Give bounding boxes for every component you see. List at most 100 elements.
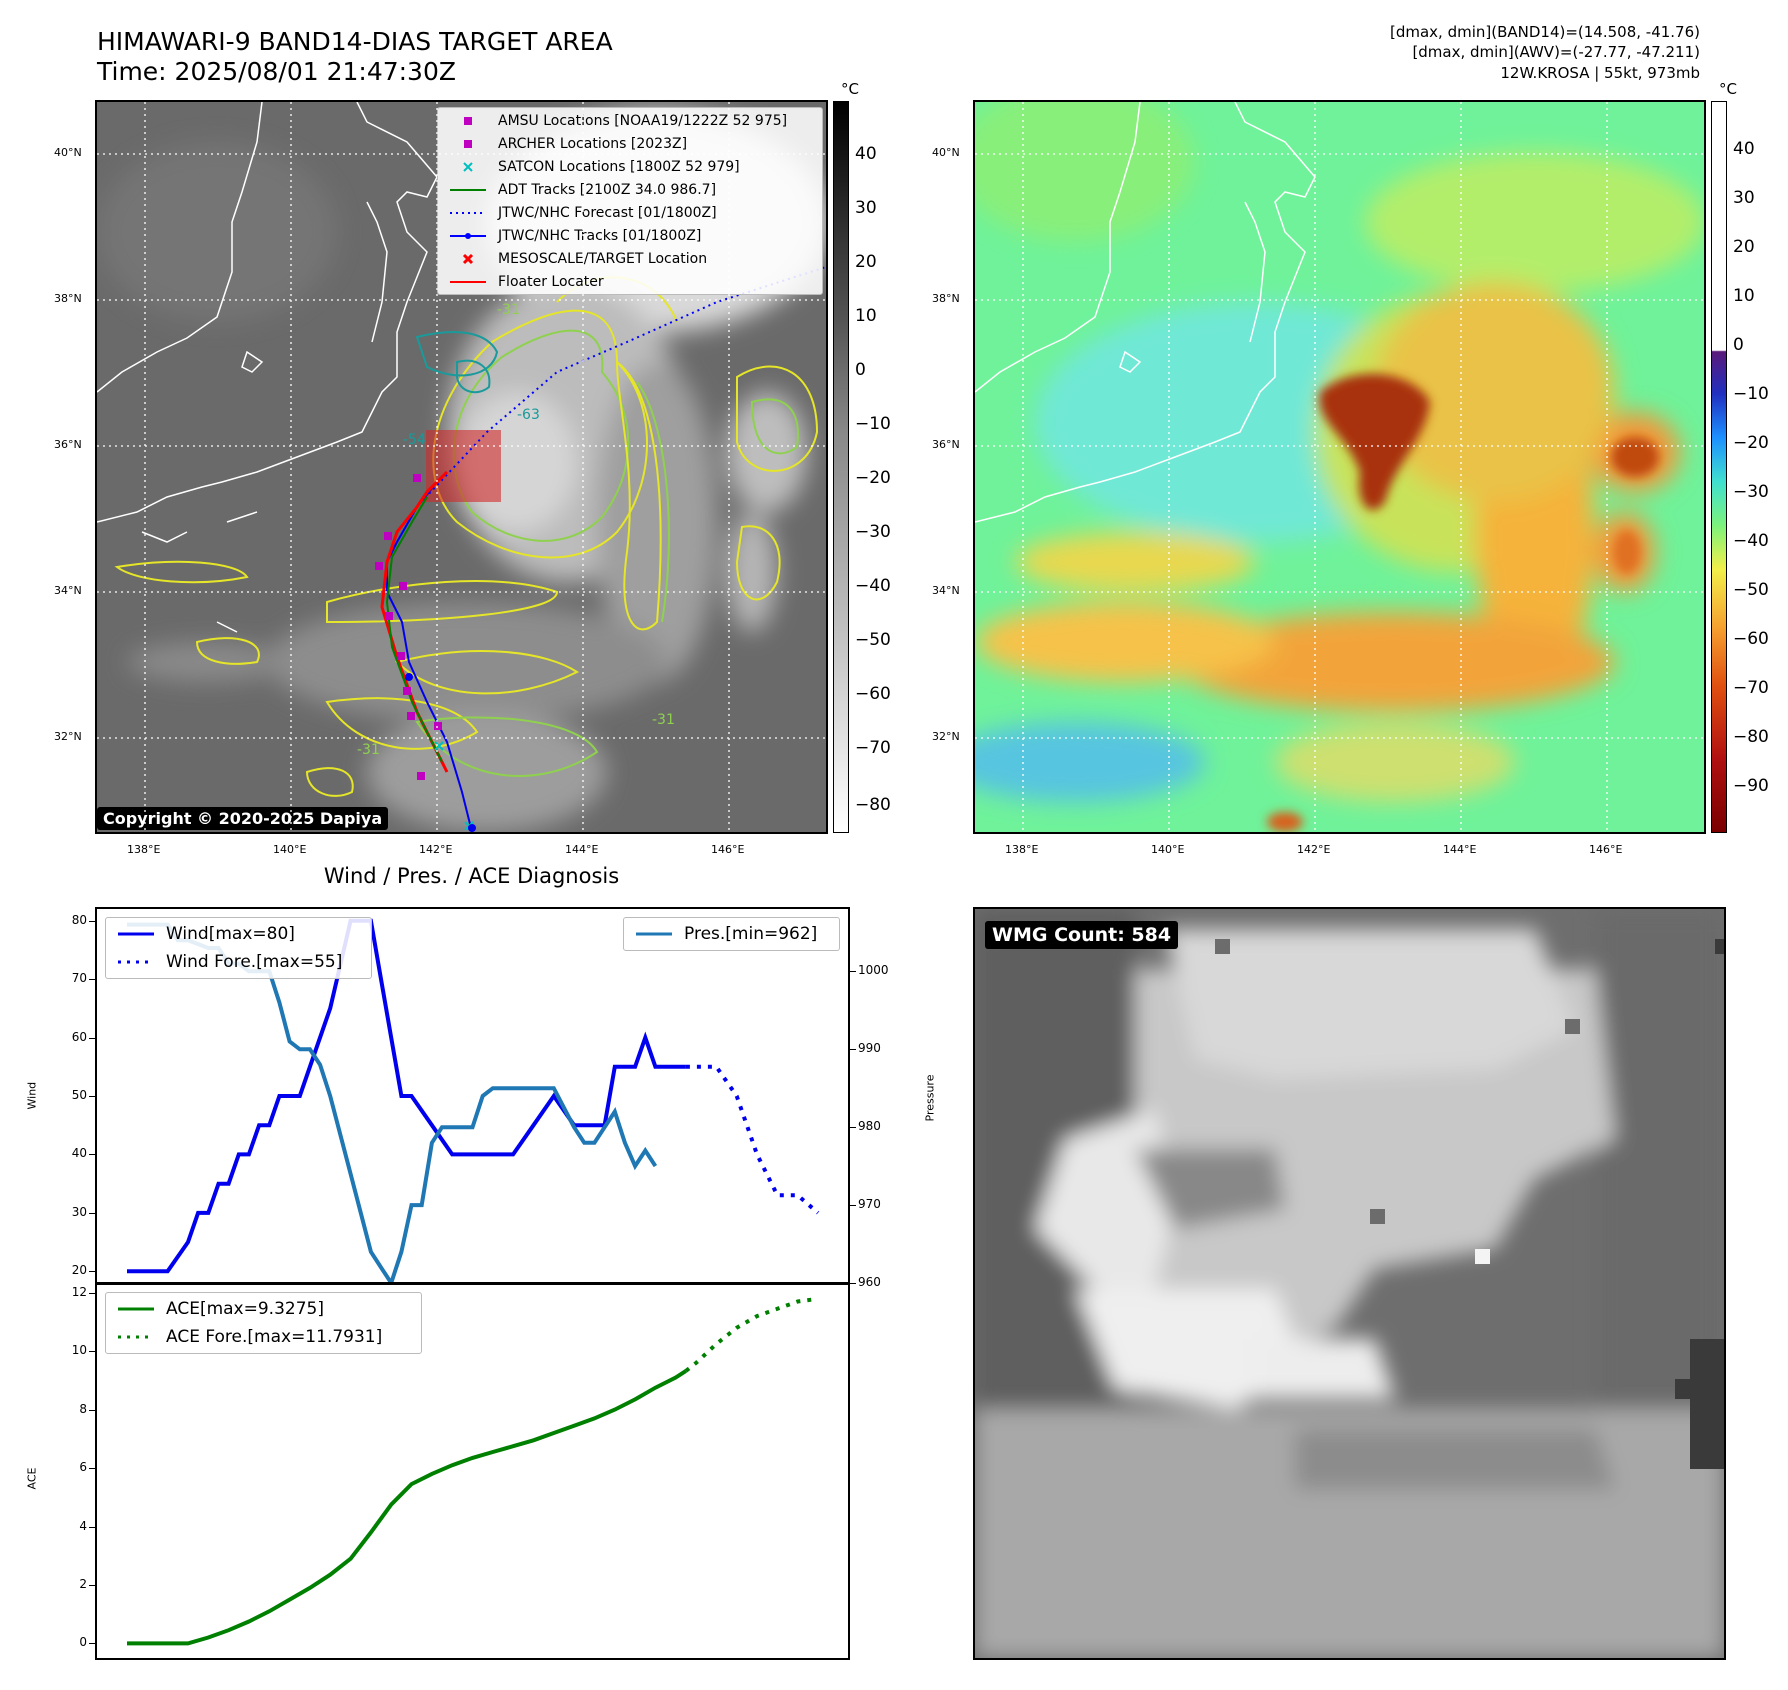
awv-colorbar-tick: 10 xyxy=(1733,286,1755,306)
jtwc-track xyxy=(386,481,473,832)
legend-floater: Floater Locater xyxy=(450,274,604,290)
ace-plot xyxy=(127,1296,819,1646)
ir-colorbar-tick: 40 xyxy=(855,144,877,164)
wmg-image xyxy=(975,909,1724,1658)
awv-map-image xyxy=(975,102,1704,832)
legend-ace: ACE[max=9.3275] xyxy=(118,1299,324,1319)
contour-label: -31 xyxy=(652,712,675,728)
ir-colorbar-tick: −10 xyxy=(855,414,891,434)
jtwc-track-dots xyxy=(405,673,476,832)
awv-lat-label: 34°N xyxy=(932,584,960,597)
awv-lon-label: 138°E xyxy=(1005,843,1039,856)
y-tick-label: 12 xyxy=(71,1284,87,1299)
ir-map-legend: AMSU Locations [NOAA19/1222Z 52 975] ARC… xyxy=(437,107,823,295)
series-line-0 xyxy=(127,918,686,1274)
contour-label: -54 xyxy=(403,432,426,448)
ir-lat-label: 38°N xyxy=(54,292,82,305)
awv-colorbar-tick: 30 xyxy=(1733,188,1755,208)
y-tick-mark xyxy=(89,1409,95,1411)
ir-map-gridlines xyxy=(97,102,826,832)
ir-colorbar-unit: °C xyxy=(841,80,859,98)
awv-lat-label: 36°N xyxy=(932,438,960,451)
legend-wind: Wind[max=80] xyxy=(118,924,295,944)
y-tick-label: 70 xyxy=(71,971,87,986)
ir-lon-label: 138°E xyxy=(127,843,161,856)
ace-axis-label: ACE xyxy=(25,1467,39,1490)
contour-label: -31 xyxy=(497,302,520,318)
awv-colorbar-tick: −90 xyxy=(1733,776,1769,796)
ir-lat-label: 40°N xyxy=(54,146,82,159)
target-area-box xyxy=(426,430,501,502)
y-tick-label: 10 xyxy=(71,1343,87,1358)
legend-adt: ADT Tracks [2100Z 34.0 986.7] xyxy=(450,182,717,198)
ace-legend: ACE[max=9.3275] ACE Fore.[max=11.7931] xyxy=(105,1292,422,1354)
ir-colorbar-tick: 20 xyxy=(855,252,877,272)
y-tick-label: 6 xyxy=(79,1460,87,1475)
legend-target: MESOSCALE/TARGET Location xyxy=(438,248,822,271)
series-line-1 xyxy=(684,1296,819,1373)
legend-satcon: SATCON Locations [1800Z 52 979] xyxy=(438,156,822,179)
pressure-legend: Pres.[min=962] xyxy=(623,917,840,951)
ir-colorbar-tick: 0 xyxy=(855,360,866,380)
y-tick-mark xyxy=(89,1292,95,1294)
pressure-axis-label: Pressure xyxy=(923,1074,937,1122)
ir-colorbar xyxy=(833,101,849,833)
y-right-tick-label: 970 xyxy=(858,1197,881,1212)
ir-colorbar-tick: 10 xyxy=(855,306,877,326)
legend-pressure: Pres.[min=962] xyxy=(636,924,818,944)
ir-colorbar-tick: 30 xyxy=(855,198,877,218)
awv-lon-label: 140°E xyxy=(1151,843,1185,856)
y-tick-mark xyxy=(89,1096,95,1097)
ir-lon-label: 140°E xyxy=(273,843,307,856)
y-tick-label: 60 xyxy=(71,1029,87,1044)
y-right-tick-label: 960 xyxy=(858,1275,881,1289)
ir-colorbar-tick: −50 xyxy=(855,630,891,650)
awv-colorbar-tick: −80 xyxy=(1733,727,1769,747)
awv-lat-label: 40°N xyxy=(932,146,960,159)
y-tick-label: 20 xyxy=(71,1263,87,1278)
wind-legend: Wind[max=80] Wind Fore.[max=55] xyxy=(105,917,372,979)
awv-colorbar-tick: −70 xyxy=(1733,678,1769,698)
wind-axis-label: Wind xyxy=(25,1081,39,1110)
awv-colorbar-tick: −60 xyxy=(1733,629,1769,649)
ace-chart: ACE[max=9.3275] ACE Fore.[max=11.7931] xyxy=(95,1282,850,1660)
legend-wind-forecast: Wind Fore.[max=55] xyxy=(118,952,343,972)
y-tick-label: 2 xyxy=(79,1576,87,1591)
ir-colorbar-tick: −30 xyxy=(855,522,891,542)
ir-colorbar-tick: −70 xyxy=(855,738,891,758)
ir-colorbar-tick: −40 xyxy=(855,576,891,596)
y-tick-mark xyxy=(89,1212,95,1214)
y-tick-label: 40 xyxy=(71,1146,87,1161)
y-tick-mark xyxy=(89,1643,95,1645)
awv-colorbar-tick: 40 xyxy=(1733,139,1755,159)
ir-lat-label: 36°N xyxy=(54,438,82,451)
figure-title: HIMAWARI-9 BAND14-DIAS TARGET AREA xyxy=(97,27,613,56)
y-tick-label: 50 xyxy=(71,1088,87,1102)
contour-label: -31 xyxy=(357,742,380,758)
diagnosis-chart-title: Wind / Pres. / ACE Diagnosis xyxy=(323,864,620,888)
y-right-tick-label: 990 xyxy=(858,1041,881,1056)
y-tick-mark xyxy=(89,1271,95,1273)
ir-colorbar-tick: −20 xyxy=(855,468,891,488)
copyright-label: Copyright © 2020-2025 Dapiya xyxy=(97,807,389,830)
y-right-tick-mark xyxy=(850,1283,856,1284)
series-line-1 xyxy=(685,1064,820,1215)
ir-lat-label: 32°N xyxy=(54,730,82,743)
awv-colorbar-tick: −30 xyxy=(1733,482,1769,502)
ir-colorbar-tick: −80 xyxy=(855,795,891,815)
adt-track xyxy=(385,496,443,763)
amsu-archer-markers xyxy=(375,474,442,780)
ir-lon-label: 144°E xyxy=(565,843,599,856)
y-tick-label: 80 xyxy=(71,912,87,927)
awv-lat-label: 32°N xyxy=(932,730,960,743)
awv-colorbar-tick: 0 xyxy=(1733,335,1744,355)
awv-colorbar xyxy=(1711,101,1727,833)
awv-range: [dmax, dmin](AWV)=(-27.77, -47.211) xyxy=(1412,43,1700,61)
wmg-count-label: WMG Count: 584 xyxy=(985,921,1179,949)
y-tick-label: 4 xyxy=(79,1518,87,1533)
wind-pressure-chart: Wind[max=80] Wind Fore.[max=55] Pres.[mi… xyxy=(95,907,850,1285)
y-tick-mark xyxy=(89,1526,95,1528)
y-tick-label: 8 xyxy=(79,1401,87,1416)
y-tick-mark xyxy=(89,1154,95,1156)
ir-lat-label: 34°N xyxy=(54,584,82,597)
